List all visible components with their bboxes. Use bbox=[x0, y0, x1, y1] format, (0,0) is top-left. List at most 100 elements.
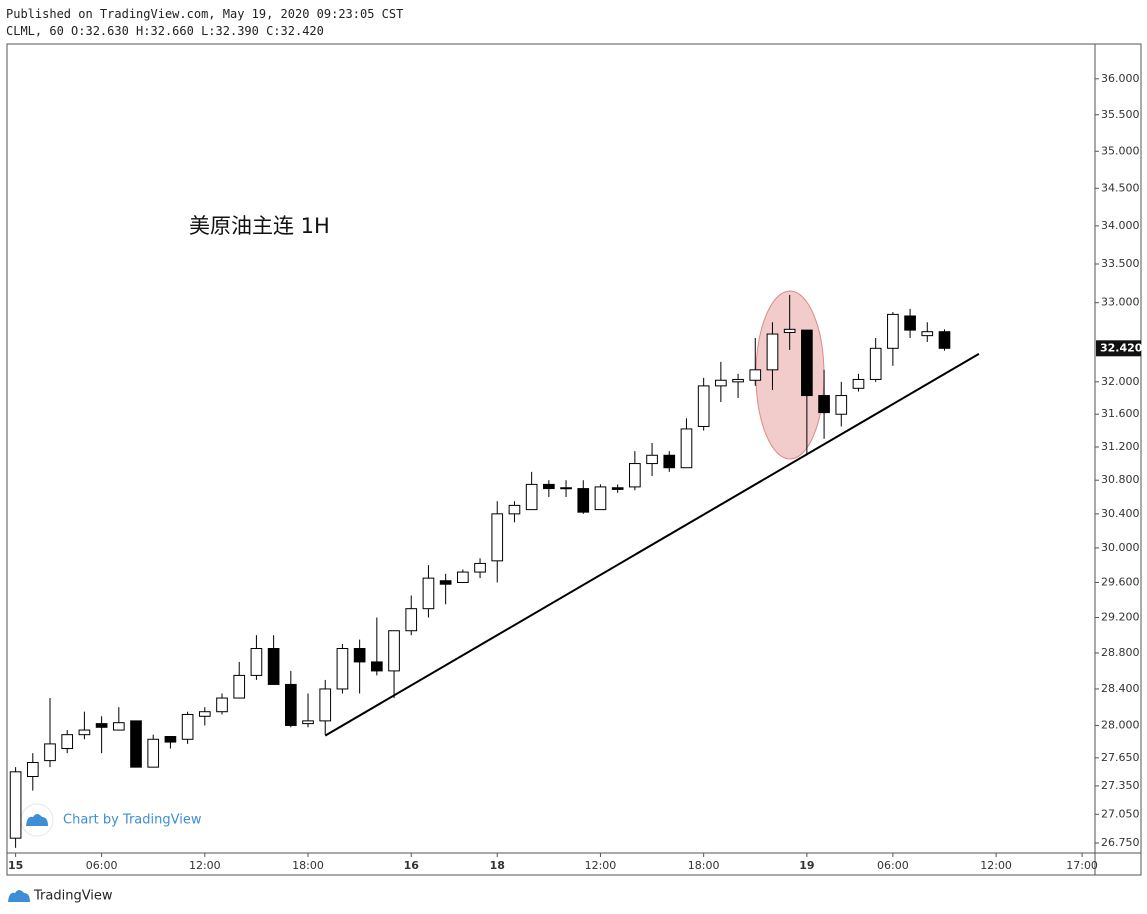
candle-body bbox=[284, 683, 297, 726]
candle-body bbox=[26, 761, 39, 778]
candle-body bbox=[439, 580, 452, 585]
x-tick-label: 19 bbox=[799, 859, 814, 872]
candle-body bbox=[130, 720, 142, 768]
x-tick-label: 12:00 bbox=[585, 859, 617, 872]
x-tick-label: 12:00 bbox=[980, 859, 1012, 872]
y-tick-label: 34.500 bbox=[1101, 181, 1140, 194]
candle-body bbox=[818, 395, 830, 414]
candle-body bbox=[629, 463, 641, 488]
candle-body bbox=[715, 379, 727, 387]
candle-body bbox=[216, 697, 228, 713]
candle-body bbox=[457, 571, 469, 583]
candle-body bbox=[921, 331, 934, 337]
published-line: Published on TradingView.com, May 19, 20… bbox=[6, 7, 404, 21]
candle-body bbox=[783, 328, 796, 333]
candle-body bbox=[680, 428, 693, 469]
candle-body bbox=[233, 674, 246, 699]
candle-body bbox=[646, 454, 658, 465]
candle-body bbox=[181, 713, 194, 740]
candle-body bbox=[164, 736, 177, 743]
x-tick-label: 06:00 bbox=[877, 859, 909, 872]
last-price-box bbox=[1096, 340, 1141, 357]
watermark: Chart by TradingView bbox=[20, 803, 202, 837]
frame bbox=[6, 43, 1142, 876]
y-tick-label: 30.400 bbox=[1101, 507, 1140, 520]
y-tick-label: 36.000 bbox=[1101, 72, 1140, 85]
candle-body bbox=[147, 738, 160, 768]
annotation-title: 美原油主连 1H bbox=[189, 214, 330, 238]
y-tick-label: 31.600 bbox=[1101, 407, 1140, 420]
footer-logo: TradingView bbox=[8, 889, 113, 904]
candle-body bbox=[594, 486, 607, 511]
candle-body bbox=[938, 331, 951, 349]
candle-body bbox=[422, 577, 435, 610]
candle-body bbox=[543, 483, 555, 490]
candle-body bbox=[611, 487, 624, 490]
candle-body bbox=[198, 711, 211, 717]
candle-body bbox=[44, 743, 56, 762]
trendline bbox=[324, 353, 980, 737]
candle-body bbox=[577, 488, 590, 513]
candle-body bbox=[112, 722, 125, 731]
y-tick-label: 33.000 bbox=[1101, 296, 1140, 309]
y-tick-label: 29.600 bbox=[1101, 575, 1140, 588]
candle-body bbox=[388, 630, 400, 672]
y-tick-label: 29.200 bbox=[1101, 610, 1140, 623]
y-tick-label: 27.350 bbox=[1101, 779, 1140, 792]
x-tick-label: 18:00 bbox=[292, 859, 324, 872]
y-tick-label: 30.000 bbox=[1101, 541, 1140, 554]
candle-body bbox=[697, 385, 710, 427]
candle-body bbox=[887, 313, 899, 349]
candle-body bbox=[353, 648, 366, 663]
candle-body bbox=[61, 734, 74, 750]
y-tick-label: 30.800 bbox=[1101, 473, 1140, 486]
candle-body bbox=[267, 648, 280, 685]
candle-body bbox=[766, 333, 779, 371]
last-price-label: 32.420 bbox=[1100, 341, 1143, 354]
candle-body bbox=[491, 513, 504, 562]
candle-body bbox=[405, 608, 418, 632]
candle-body bbox=[904, 315, 916, 331]
candle-body bbox=[250, 648, 263, 676]
y-tick-label: 35.500 bbox=[1101, 108, 1140, 121]
y-tick-label: 34.000 bbox=[1101, 219, 1140, 232]
candle-body bbox=[319, 688, 332, 722]
candle-body bbox=[732, 378, 744, 383]
candle-body bbox=[336, 648, 349, 690]
candle-body bbox=[663, 454, 676, 469]
candle-body bbox=[525, 483, 538, 511]
x-tick-label: 06:00 bbox=[86, 859, 118, 872]
candle-body bbox=[835, 395, 848, 415]
candle-body bbox=[869, 347, 882, 380]
candle-body bbox=[508, 504, 521, 515]
candle-body bbox=[852, 378, 865, 389]
footer-text: TradingView bbox=[33, 889, 113, 904]
y-tick-label: 32.000 bbox=[1101, 375, 1140, 388]
y-tick-label: 31.200 bbox=[1101, 440, 1140, 453]
y-tick-label: 35.000 bbox=[1101, 144, 1140, 157]
footer-cloud bbox=[8, 890, 30, 902]
candle-body bbox=[302, 720, 314, 725]
candle-body bbox=[95, 723, 108, 728]
x-tick-label: 18 bbox=[490, 859, 505, 872]
x-tick-label: 17:00 bbox=[1066, 859, 1098, 872]
symbol-line: CLML, 60 O:32.630 H:32.660 L:32.390 C:32… bbox=[6, 24, 324, 38]
y-tick-label: 33.500 bbox=[1101, 257, 1140, 270]
candle-body bbox=[749, 369, 762, 381]
x-tick-label: 18:00 bbox=[688, 859, 720, 872]
candle-body bbox=[474, 562, 486, 573]
candle-body bbox=[560, 487, 572, 490]
candle-body bbox=[371, 661, 383, 672]
y-tick-label: 27.650 bbox=[1101, 751, 1140, 764]
candle-body bbox=[801, 329, 813, 397]
y-tick-label: 28.400 bbox=[1101, 682, 1140, 695]
x-tick-label: 15 bbox=[8, 859, 23, 872]
watermark-cloud bbox=[26, 814, 48, 826]
y-tick-label: 28.000 bbox=[1101, 718, 1140, 731]
candle-body bbox=[78, 729, 91, 736]
candle-body bbox=[9, 771, 22, 839]
y-tick-label: 27.050 bbox=[1101, 807, 1140, 820]
